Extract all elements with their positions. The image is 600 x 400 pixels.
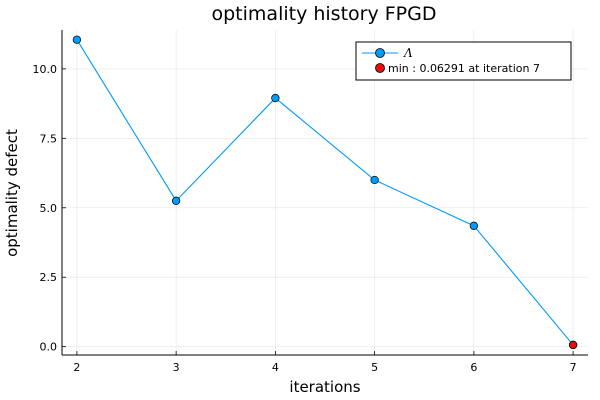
y-tick-label: 5.0 <box>40 202 58 215</box>
legend-label-series: Λ <box>403 46 413 60</box>
chart-title: optimality history FPGD <box>212 3 437 25</box>
grid <box>62 30 588 355</box>
legend-box <box>355 41 572 81</box>
data-point <box>72 35 82 44</box>
x-tick-label: 6 <box>470 361 477 374</box>
legend-marker-series <box>375 48 385 58</box>
x-tick-label: 3 <box>173 361 180 374</box>
series-line <box>76 39 574 346</box>
y-tick-label: 2.5 <box>40 271 58 284</box>
data-point <box>370 175 379 185</box>
x-tick-label: 4 <box>272 361 279 374</box>
series <box>72 35 578 350</box>
data-point <box>171 196 181 205</box>
y-tick-label: 0.0 <box>40 341 58 354</box>
x-tick-label: 5 <box>371 361 378 374</box>
x-tick-label: 2 <box>73 361 80 374</box>
min-point <box>568 340 578 350</box>
legend-label-min: min : 0.06291 at iteration 7 <box>388 62 540 75</box>
legend-marker-min <box>375 63 385 73</box>
data-point <box>469 221 479 230</box>
y-ticks: 0.0 2.5 5.0 7.5 10.0 <box>33 63 66 354</box>
plot-frame <box>61 30 588 356</box>
data-point <box>271 93 280 103</box>
x-ticks: 2 3 4 5 6 7 <box>73 351 577 374</box>
y-tick-label: 10.0 <box>33 63 58 76</box>
y-axis-label: optimality defect <box>3 129 21 257</box>
x-axis-label: iterations <box>289 378 360 396</box>
x-tick-label: 7 <box>570 361 577 374</box>
y-tick-label: 7.5 <box>40 132 58 145</box>
legend: Λ min : 0.06291 at iteration 7 <box>355 41 572 81</box>
